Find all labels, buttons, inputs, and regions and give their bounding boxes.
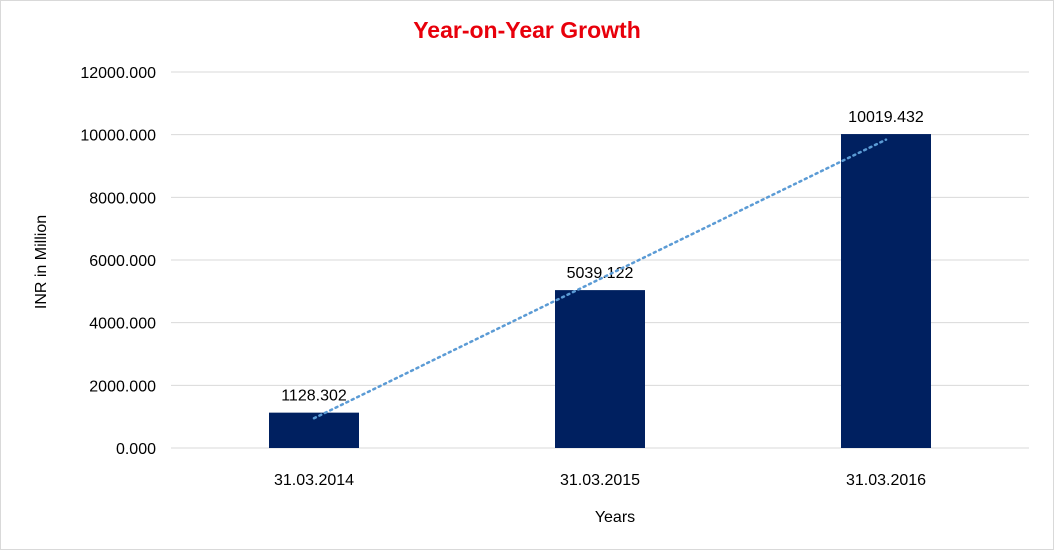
- y-tick-label: 6000.000: [89, 253, 156, 270]
- y-tick-label: 8000.000: [89, 190, 156, 207]
- trendline: [312, 138, 888, 420]
- y-tick-label: 2000.000: [89, 378, 156, 395]
- y-tick-label: 4000.000: [89, 316, 156, 333]
- data-label: 1128.302: [281, 388, 347, 405]
- y-axis-title: INR in Million: [33, 215, 50, 309]
- chart-title: Year-on-Year Growth: [413, 17, 641, 43]
- y-tick-label: 10000.000: [80, 128, 156, 145]
- bar: [555, 290, 645, 448]
- y-tick-label: 12000.000: [80, 65, 156, 82]
- x-tick-label: 31.03.2016: [846, 472, 926, 489]
- bar: [841, 134, 931, 448]
- data-label: 5039.122: [567, 265, 634, 282]
- x-tick-label: 31.03.2014: [274, 472, 354, 489]
- x-tick-label: 31.03.2015: [560, 472, 640, 489]
- y-tick-label: 0.000: [116, 441, 156, 458]
- data-label: 10019.432: [848, 109, 924, 126]
- x-axis-title: Years: [595, 509, 635, 526]
